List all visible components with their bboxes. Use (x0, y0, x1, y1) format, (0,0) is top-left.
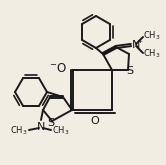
Text: S: S (47, 118, 55, 128)
Text: O: O (91, 116, 99, 126)
Text: CH$_3$: CH$_3$ (52, 125, 70, 137)
Text: CH$_3$: CH$_3$ (143, 30, 161, 42)
Text: $^{+}$: $^{+}$ (137, 38, 143, 48)
Text: CH$_3$: CH$_3$ (143, 48, 161, 60)
Text: N: N (132, 40, 140, 50)
Text: S: S (126, 66, 134, 76)
Text: CH$_3$: CH$_3$ (10, 125, 28, 137)
Text: N: N (37, 122, 45, 132)
Text: $^{-}$O: $^{-}$O (49, 62, 67, 75)
